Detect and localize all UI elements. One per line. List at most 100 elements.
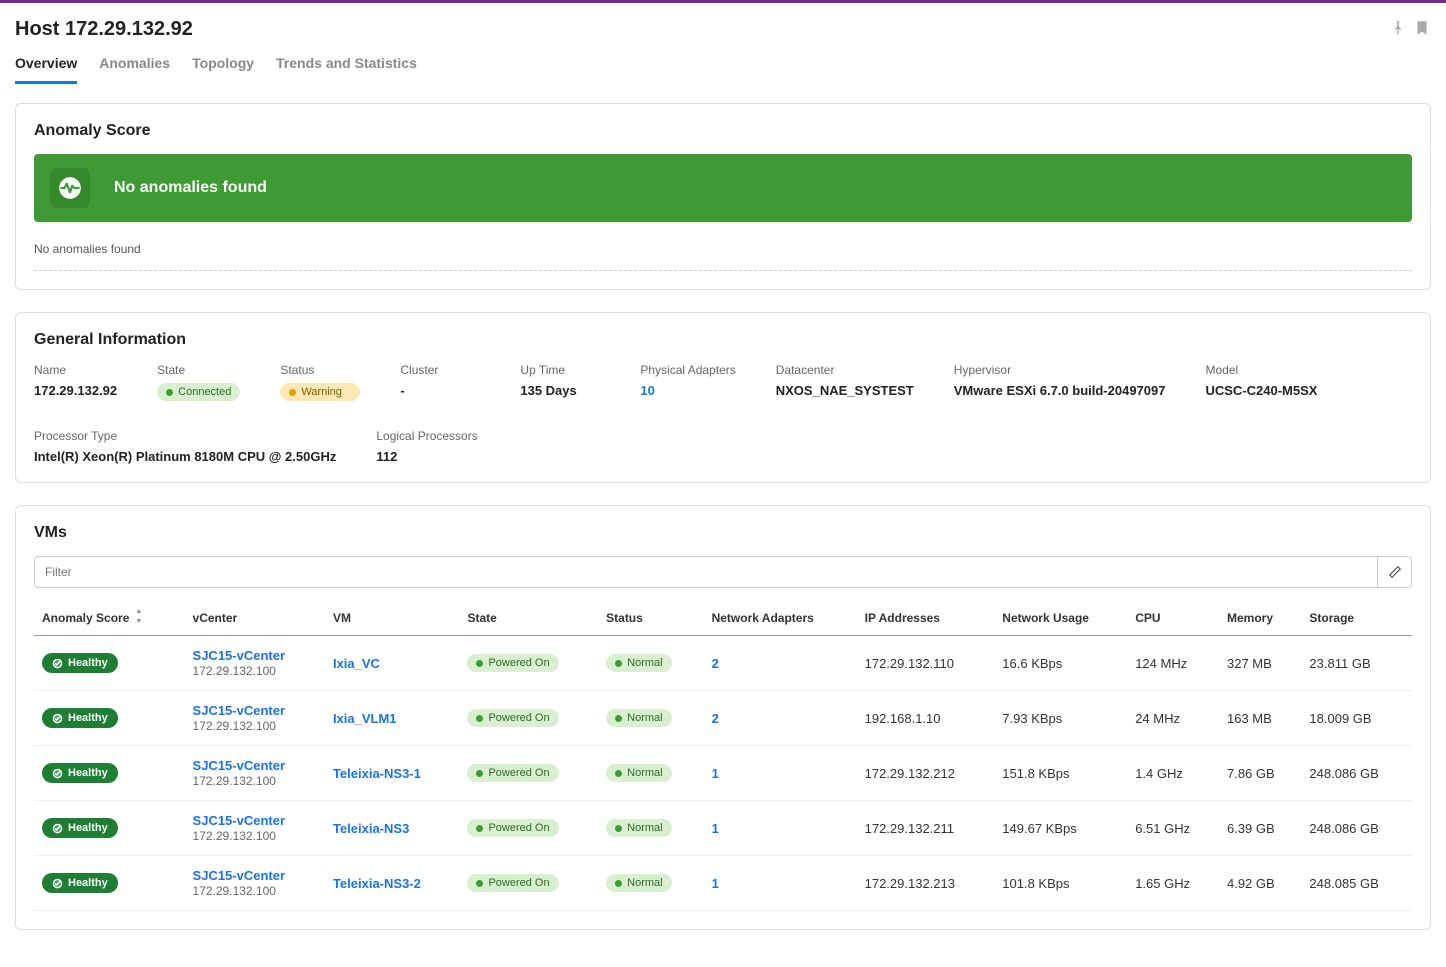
status-pill: Powered On	[467, 764, 558, 782]
cell-netusage: 151.8 KBps	[994, 746, 1127, 801]
pill-dot-icon	[476, 770, 483, 777]
anomaly-badge: Healthy	[42, 873, 118, 893]
info-item-state: StateConnected	[157, 363, 240, 401]
vm-link[interactable]: Teleixia-NS3-2	[333, 876, 421, 891]
col-storage[interactable]: Storage	[1301, 598, 1412, 636]
status-pill: Warning	[280, 383, 360, 401]
status-pill: Powered On	[467, 709, 558, 727]
pill-dot-icon	[615, 770, 622, 777]
table-row: Healthy SJC15-vCenter172.29.132.100 Teleix…	[34, 746, 1412, 801]
info-value: UCSC-C240-M5SX	[1205, 383, 1317, 398]
cell-memory: 163 MB	[1219, 691, 1301, 746]
cell-cpu: 1.4 GHz	[1127, 746, 1219, 801]
info-label: Logical Processors	[376, 429, 477, 443]
cell-storage: 248.086 GB	[1301, 746, 1412, 801]
cell-memory: 7.86 GB	[1219, 746, 1301, 801]
vcenter-ip: 172.29.132.100	[193, 774, 317, 788]
filter-edit-button[interactable]	[1377, 557, 1411, 587]
cell-cpu: 6.51 GHz	[1127, 801, 1219, 856]
status-pill: Powered On	[467, 654, 558, 672]
cell-ips: 192.168.1.10	[857, 691, 995, 746]
col-netusage[interactable]: Network Usage	[994, 598, 1127, 636]
col-status[interactable]: Status	[598, 598, 703, 636]
pill-dot-icon	[476, 825, 483, 832]
pill-dot-icon	[476, 660, 483, 667]
cell-ips: 172.29.132.211	[857, 801, 995, 856]
tab-overview[interactable]: Overview	[15, 49, 77, 84]
cell-ips: 172.29.132.213	[857, 856, 995, 911]
cell-storage: 23.811 GB	[1301, 636, 1412, 691]
cell-storage: 248.085 GB	[1301, 856, 1412, 911]
col-state[interactable]: State	[459, 598, 598, 636]
info-value: VMware ESXi 6.7.0 build-20497097	[954, 383, 1166, 398]
vcenter-link[interactable]: SJC15-vCenter	[193, 703, 317, 718]
pill-dot-icon	[476, 880, 483, 887]
pill-dot-icon	[615, 825, 622, 832]
col-vm[interactable]: VM	[325, 598, 460, 636]
info-label: Processor Type	[34, 429, 336, 443]
col-memory[interactable]: Memory	[1219, 598, 1301, 636]
vms-section-title: VMs	[34, 524, 1412, 542]
vm-link[interactable]: Teleixia-NS3	[333, 821, 409, 836]
cell-cpu: 24 MHz	[1127, 691, 1219, 746]
vcenter-link[interactable]: SJC15-vCenter	[193, 813, 317, 828]
anomaly-banner-text: No anomalies found	[114, 179, 267, 197]
tab-topology[interactable]: Topology	[192, 49, 254, 84]
vm-link[interactable]: Ixia_VC	[333, 656, 380, 671]
tab-anomalies[interactable]: Anomalies	[99, 49, 170, 84]
tab-trends-and-statistics[interactable]: Trends and Statistics	[276, 49, 417, 84]
cell-memory: 4.92 GB	[1219, 856, 1301, 911]
bookmark-icon[interactable]	[1413, 19, 1431, 40]
vcenter-link[interactable]: SJC15-vCenter	[193, 868, 317, 883]
col-cpu[interactable]: CPU	[1127, 598, 1219, 636]
cell-netusage: 7.93 KBps	[994, 691, 1127, 746]
pill-dot-icon	[615, 880, 622, 887]
vms-card: VMs Anomaly Score ▲▼ vCenter VM S	[15, 505, 1431, 930]
info-value: -	[400, 383, 480, 398]
vcenter-link[interactable]: SJC15-vCenter	[193, 758, 317, 773]
anomaly-badge: Healthy	[42, 763, 118, 783]
info-link[interactable]: 10	[640, 383, 735, 398]
info-value: 112	[376, 449, 477, 464]
pill-dot-icon	[166, 389, 173, 396]
info-grid: Name172.29.132.92StateConnectedStatusWar…	[34, 363, 1412, 464]
anomaly-section-title: Anomaly Score	[34, 122, 1412, 140]
cell-ips: 172.29.132.110	[857, 636, 995, 691]
anomaly-badge: Healthy	[42, 653, 118, 673]
adapters-link[interactable]: 1	[712, 876, 719, 891]
vcenter-link[interactable]: SJC15-vCenter	[193, 648, 317, 663]
cell-netusage: 149.67 KBps	[994, 801, 1127, 856]
col-ips[interactable]: IP Addresses	[857, 598, 995, 636]
pill-dot-icon	[615, 715, 622, 722]
adapters-link[interactable]: 1	[712, 821, 719, 836]
adapters-link[interactable]: 1	[712, 766, 719, 781]
info-label: Up Time	[520, 363, 600, 377]
info-value: Intel(R) Xeon(R) Platinum 8180M CPU @ 2.…	[34, 449, 336, 464]
info-label: State	[157, 363, 240, 377]
pin-icon[interactable]	[1389, 19, 1407, 40]
info-label: Hypervisor	[954, 363, 1166, 377]
vm-link[interactable]: Ixia_VLM1	[333, 711, 397, 726]
adapters-link[interactable]: 2	[712, 711, 719, 726]
col-adapters[interactable]: Network Adapters	[704, 598, 857, 636]
vm-link[interactable]: Teleixia-NS3-1	[333, 766, 421, 781]
vcenter-ip: 172.29.132.100	[193, 884, 317, 898]
heartbeat-icon	[50, 168, 90, 208]
col-anomaly[interactable]: Anomaly Score ▲▼	[34, 598, 185, 636]
cell-storage: 18.009 GB	[1301, 691, 1412, 746]
filter-input[interactable]	[35, 557, 1377, 587]
tabs: Overview Anomalies Topology Trends and Stat…	[15, 49, 1431, 85]
info-item-logical-processors: Logical Processors 112	[376, 429, 477, 464]
col-vcenter[interactable]: vCenter	[185, 598, 325, 636]
anomaly-badge: Healthy	[42, 708, 118, 728]
cell-cpu: 124 MHz	[1127, 636, 1219, 691]
info-value: NXOS_NAE_SYSTEST	[776, 383, 914, 398]
cell-memory: 6.39 GB	[1219, 801, 1301, 856]
info-value: 172.29.132.92	[34, 383, 117, 398]
adapters-link[interactable]: 2	[712, 656, 719, 671]
vcenter-ip: 172.29.132.100	[193, 664, 317, 678]
info-label: Cluster	[400, 363, 480, 377]
anomaly-sub-note: No anomalies found	[34, 238, 1412, 270]
info-value: 135 Days	[520, 383, 600, 398]
anomaly-banner: No anomalies found	[34, 154, 1412, 222]
